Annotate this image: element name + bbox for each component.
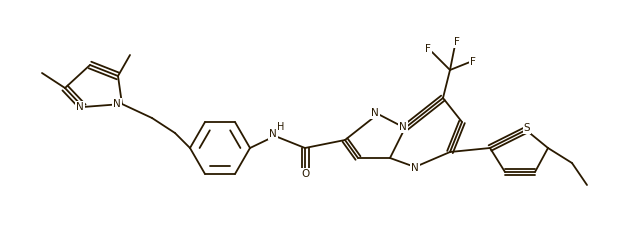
Text: F: F <box>470 57 476 67</box>
Text: O: O <box>301 169 309 179</box>
Text: N: N <box>399 122 407 132</box>
Text: F: F <box>454 37 460 47</box>
Text: N: N <box>411 163 419 173</box>
Text: N: N <box>76 102 84 112</box>
Text: F: F <box>425 44 431 54</box>
Text: N: N <box>269 129 277 139</box>
Text: N: N <box>371 108 379 118</box>
Text: H: H <box>277 122 285 132</box>
Text: N: N <box>113 99 121 109</box>
Text: S: S <box>524 123 530 133</box>
